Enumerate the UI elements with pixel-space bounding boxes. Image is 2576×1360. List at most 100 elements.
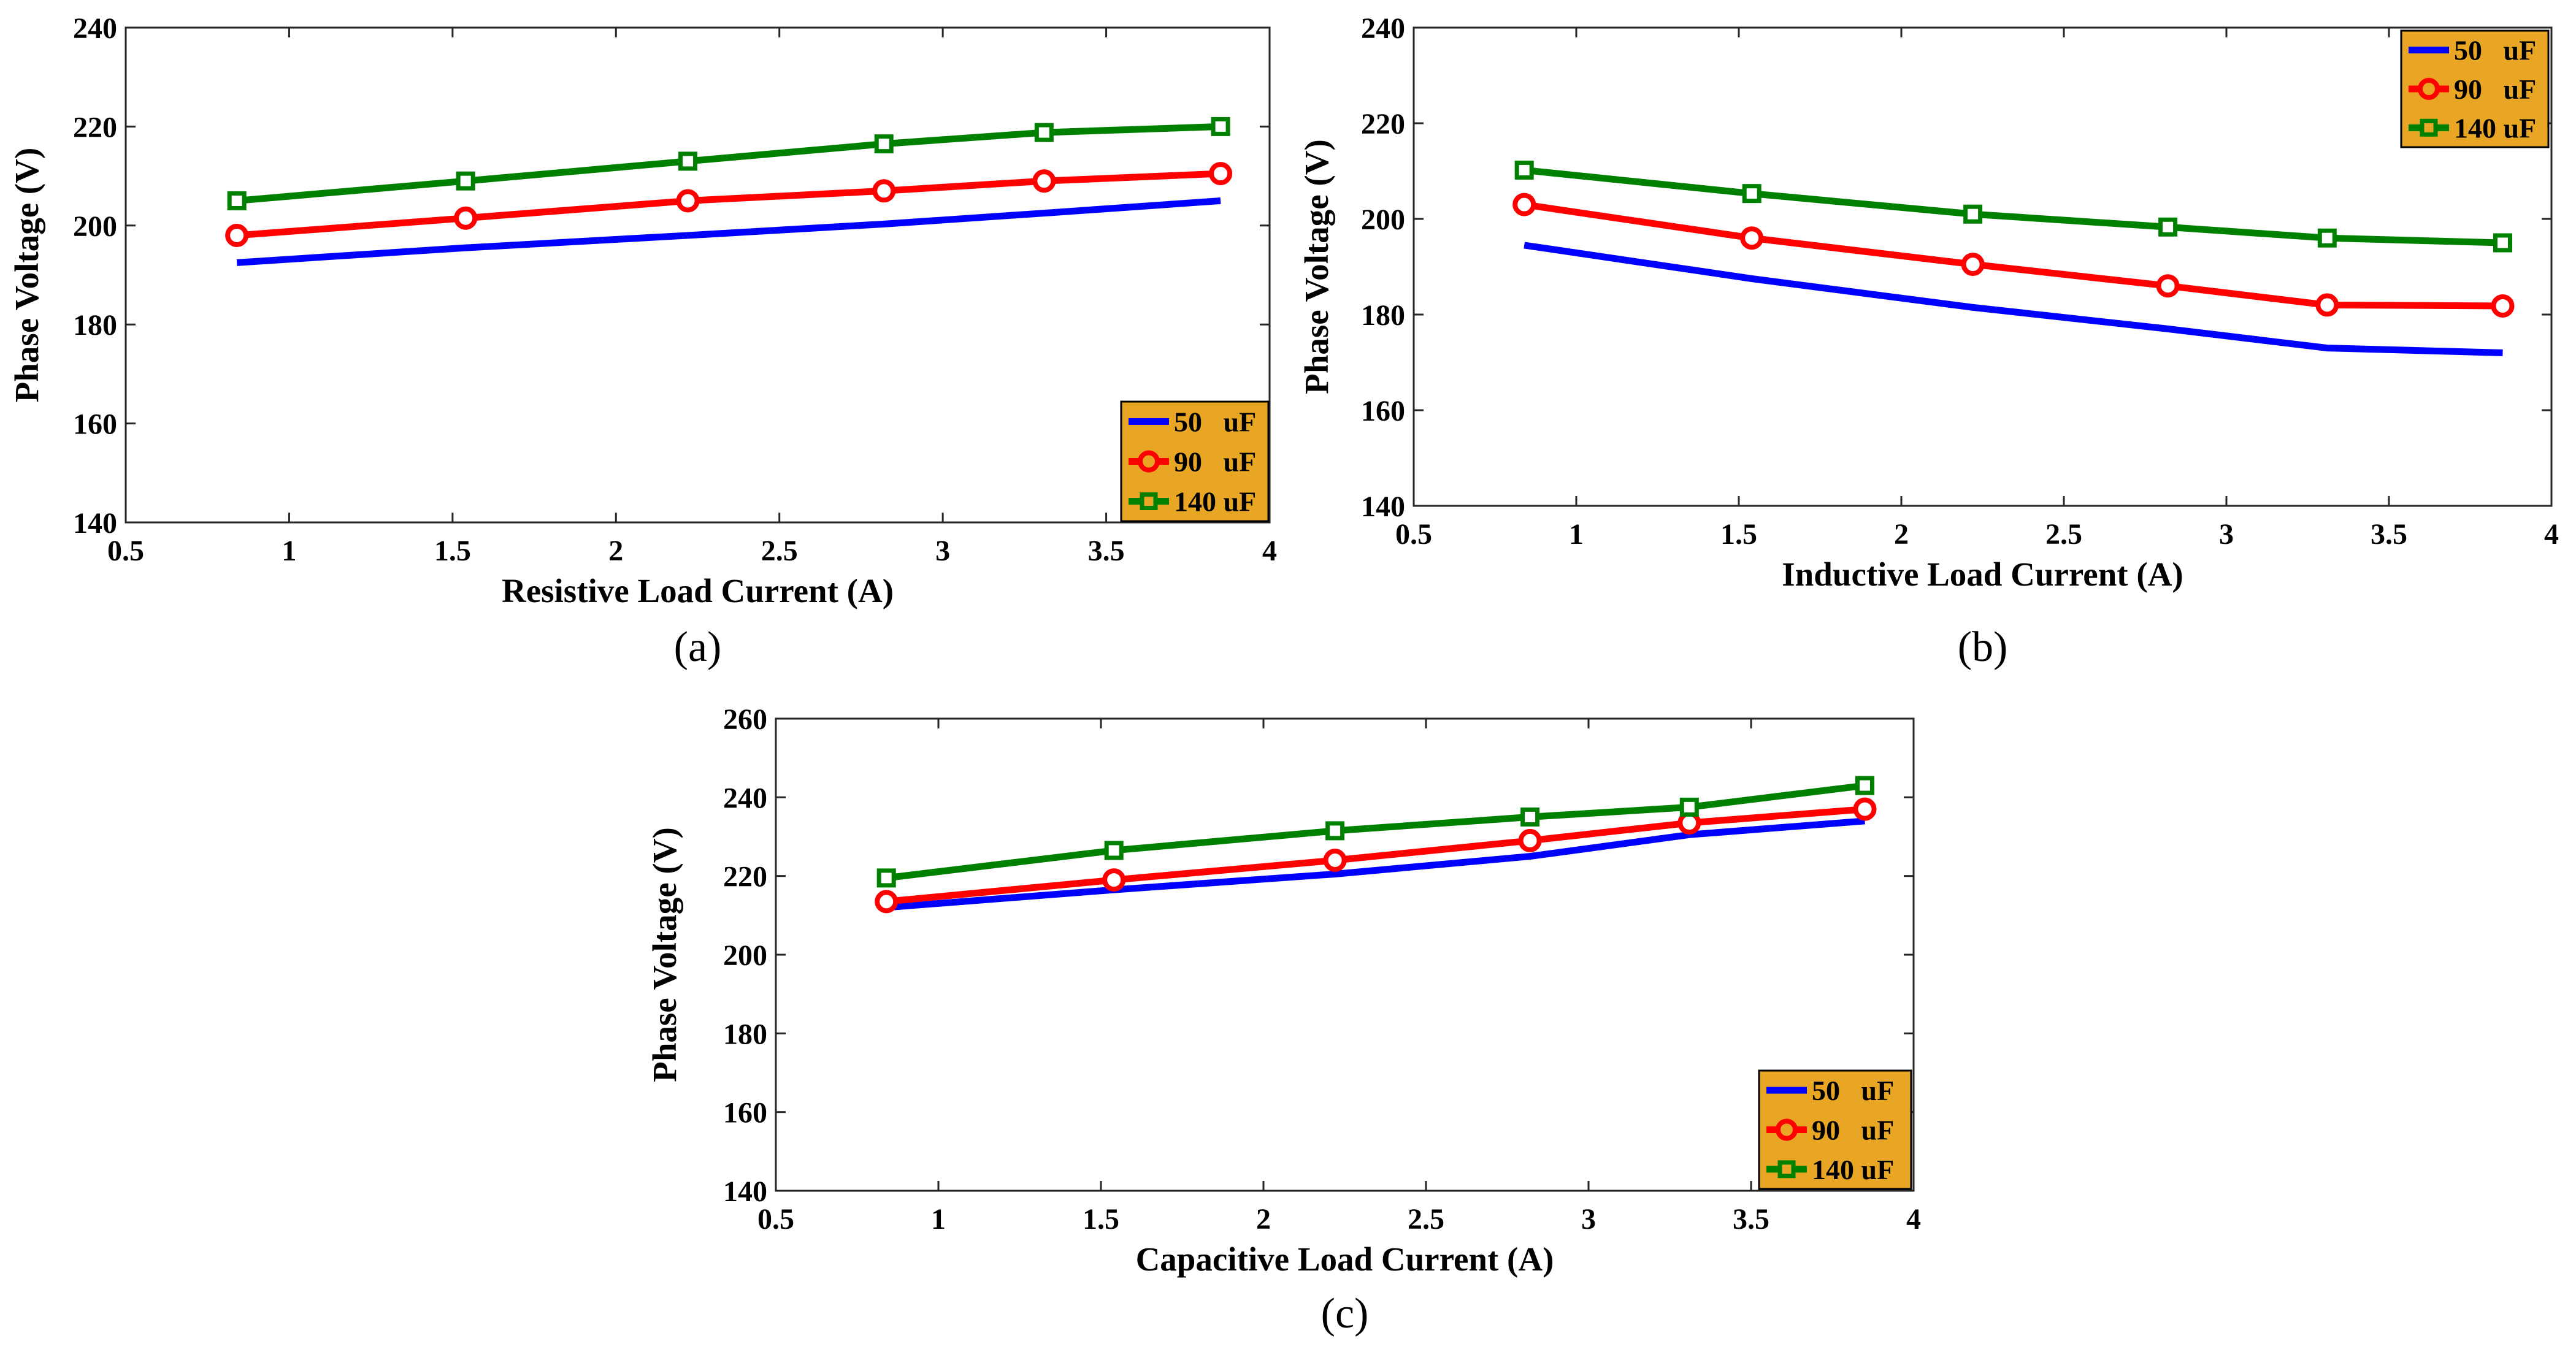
x-tick-label: 2.5 <box>1408 1203 1444 1236</box>
data-point-square <box>678 151 698 171</box>
x-tick-label: 3.5 <box>2371 518 2407 551</box>
legend-marker-square <box>1140 492 1158 510</box>
legend-marker-circle <box>1138 450 1160 473</box>
series-line-2 <box>236 170 1221 239</box>
x-tick-label: 2.5 <box>761 535 798 567</box>
data-point-square <box>1034 123 1054 142</box>
series-line-3 <box>886 782 1866 882</box>
x-tick-label: 2.5 <box>2045 518 2082 551</box>
series-line-1 <box>886 817 1865 911</box>
data-point-square <box>1520 807 1540 827</box>
y-tick-label: 240 <box>723 782 767 814</box>
data-point-circle <box>2315 293 2339 317</box>
data-point-circle <box>225 223 249 247</box>
data-point-square <box>1104 841 1124 860</box>
series-line-2 <box>1524 201 2503 310</box>
y-axis-label: Phase Voltage (V) <box>1298 139 1335 394</box>
series-line-2 <box>886 806 1865 905</box>
x-tick-label: 0.5 <box>757 1203 794 1236</box>
legend-label-3: 140 uF <box>1174 486 1256 518</box>
x-tick-label: 0.5 <box>107 535 144 567</box>
y-tick-label: 220 <box>1361 108 1405 140</box>
data-point-circle <box>1323 849 1347 872</box>
y-axis-label: Phase Voltage (V) <box>8 148 45 403</box>
x-tick-label: 1.5 <box>434 535 471 567</box>
data-point-circle <box>1512 193 1536 216</box>
panel-label: (a) <box>674 624 722 671</box>
legend-label-2: 90 uF <box>1174 446 1256 478</box>
data-point-square <box>1963 204 1983 224</box>
data-point-square <box>1211 117 1230 136</box>
legend-label-3: 140 uF <box>2454 112 2536 143</box>
panel-label: (c) <box>1321 1290 1369 1337</box>
x-tick-label: 2 <box>608 535 623 567</box>
legend-label-1: 50 uF <box>2454 35 2536 66</box>
legend-label-2: 90 uF <box>2454 74 2536 105</box>
y-tick-label: 160 <box>723 1097 767 1129</box>
chart-panel-1: 0.5 1 1.5 2 2.5 3 3.5 4 140 160 180 200 220 240 Resist… <box>8 12 1277 671</box>
x-tick-label: 3.5 <box>1088 535 1125 567</box>
data-point-circle <box>676 189 700 213</box>
data-point-square <box>1325 821 1345 841</box>
y-tick-label: 140 <box>73 507 117 540</box>
x-tick-label: 2 <box>1894 518 1909 551</box>
data-point-circle <box>2491 294 2515 318</box>
data-point-square <box>227 191 247 210</box>
data-point-square <box>2158 217 2178 237</box>
y-tick-label: 200 <box>73 210 117 243</box>
data-point-circle <box>1032 169 1056 193</box>
x-axis-label: Capacitive Load Current (A) <box>1136 1240 1554 1278</box>
legend: 50 uF 90 uF 140 uF <box>1758 1069 1912 1190</box>
panel-label: (b) <box>1958 624 2008 671</box>
legend: 50 uF 90 uF 140 uF <box>2400 29 2550 148</box>
chart-panel-2: 0.5 1 1.5 2 2.5 3 3.5 4 140 160 180 200 220 240 Induct… <box>1298 12 2559 671</box>
y-tick-label: 200 <box>1361 204 1405 236</box>
legend-marker-circle <box>1776 1118 1798 1141</box>
x-tick-label: 0.5 <box>1395 518 1432 551</box>
legend: 50 uF 90 uF 140 uF <box>1120 400 1270 522</box>
y-tick-label: 220 <box>723 861 767 893</box>
y-tick-label: 220 <box>73 111 117 143</box>
data-point-circle <box>875 890 899 914</box>
data-point-circle <box>2156 274 2180 298</box>
y-axis-label: Phase Voltage (V) <box>646 827 683 1082</box>
data-point-square <box>876 868 896 888</box>
data-point-circle <box>454 206 478 230</box>
data-point-square <box>1855 776 1874 795</box>
data-point-circle <box>1102 868 1126 892</box>
y-tick-label: 140 <box>1361 491 1405 523</box>
y-tick-label: 160 <box>1361 395 1405 427</box>
x-tick-label: 4 <box>1906 1203 1921 1236</box>
y-tick-label: 260 <box>723 703 767 736</box>
legend-label-2: 90 uF <box>1812 1115 1894 1146</box>
x-tick-label: 2 <box>1256 1203 1271 1236</box>
data-point-square <box>1514 160 1534 180</box>
x-tick-label: 1 <box>282 535 296 567</box>
data-point-circle <box>1961 253 1985 277</box>
x-tick-label: 3 <box>1581 1203 1596 1236</box>
x-tick-label: 1 <box>1569 518 1584 551</box>
data-point-square <box>2493 233 2512 253</box>
data-point-square <box>456 171 475 191</box>
data-point-circle <box>1209 162 1233 186</box>
x-tick-label: 3 <box>935 535 950 567</box>
plot-area <box>125 26 1271 524</box>
x-tick-label: 1.5 <box>1720 518 1757 551</box>
x-axis-label: Resistive Load Current (A) <box>502 572 894 609</box>
legend-label-1: 50 uF <box>1174 407 1256 438</box>
x-tick-label: 4 <box>1262 535 1277 567</box>
y-tick-label: 180 <box>73 309 117 342</box>
legend-marker-square <box>1777 1160 1796 1179</box>
x-tick-label: 1 <box>931 1203 946 1236</box>
y-tick-label: 140 <box>723 1175 767 1208</box>
legend-marker-square <box>2420 118 2438 137</box>
y-tick-label: 180 <box>1361 299 1405 332</box>
x-tick-label: 4 <box>2544 518 2559 551</box>
y-tick-label: 240 <box>1361 12 1405 45</box>
series-line-1 <box>1524 242 2503 356</box>
legend-marker-circle <box>2418 78 2440 100</box>
chart-panel-3: 0.5 1 1.5 2 2.5 3 3.5 4 140 160 180 200 220 240 260 Cap… <box>646 703 1921 1337</box>
x-tick-label: 3 <box>2219 518 2234 551</box>
legend-label-3: 140 uF <box>1812 1154 1894 1185</box>
